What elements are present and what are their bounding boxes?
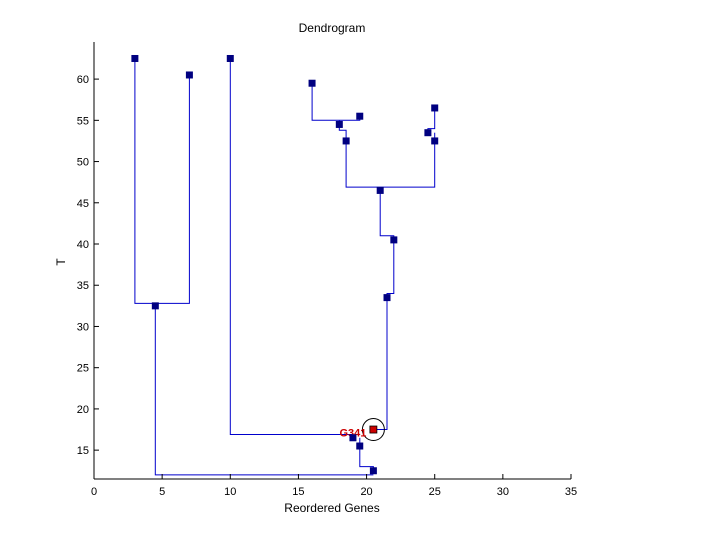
x-tick-label: 15	[292, 486, 304, 498]
dendrogram-link	[134, 58, 190, 304]
x-tick-label: 30	[497, 486, 509, 498]
axis-ticks: 0 5 10 15 20 25 30 35 15 20 25 30 35 40 45 50 55 60	[77, 74, 577, 498]
dendrogram-link	[379, 190, 395, 240]
y-tick-label: 30	[77, 321, 89, 333]
y-tick-label: 40	[77, 239, 89, 251]
x-axis-label: Reordered Genes	[284, 501, 379, 515]
dendrogram-link	[359, 446, 374, 471]
highlighted-node-marker[interactable]	[369, 425, 378, 434]
node-marker[interactable]	[356, 112, 364, 120]
axes	[93, 42, 571, 480]
dendrogram-link	[373, 297, 388, 430]
dendrogram-link	[345, 140, 436, 188]
node-marker[interactable]	[369, 467, 377, 475]
node-marker[interactable]	[151, 302, 159, 310]
node-marker[interactable]	[356, 442, 364, 450]
node-marker[interactable]	[226, 54, 234, 62]
node-marker[interactable]	[431, 104, 439, 112]
node-marker[interactable]	[131, 54, 139, 62]
y-tick-label: 15	[77, 445, 89, 457]
y-tick-label: 25	[77, 363, 89, 375]
y-tick-label: 55	[77, 115, 89, 127]
dendrogram-link	[427, 108, 436, 133]
node-marker[interactable]	[376, 186, 384, 194]
x-tick-label: 0	[91, 486, 97, 498]
x-tick-label: 5	[159, 486, 165, 498]
y-tick-label: 50	[77, 157, 89, 169]
node-marker[interactable]	[349, 434, 357, 442]
dendrogram-nodes: G341	[131, 54, 439, 475]
node-marker[interactable]	[185, 71, 193, 79]
node-marker[interactable]	[383, 294, 391, 302]
x-tick-label: 20	[360, 486, 372, 498]
dendrogram-link	[229, 58, 354, 438]
node-marker[interactable]	[335, 120, 343, 128]
highlight-ring	[361, 418, 385, 442]
y-tick-label: 20	[77, 404, 89, 416]
x-tick-label: 25	[429, 486, 441, 498]
y-tick-label: 35	[77, 280, 89, 292]
y-tick-label: 45	[77, 198, 89, 210]
node-marker[interactable]	[431, 137, 439, 145]
node-marker[interactable]	[308, 79, 316, 87]
dendrogram-link	[311, 83, 361, 121]
chart-title: Dendrogram	[299, 21, 366, 35]
node-marker[interactable]	[424, 129, 432, 137]
x-tick-label: 35	[565, 486, 577, 498]
node-marker[interactable]	[390, 236, 398, 244]
node-marker[interactable]	[342, 137, 350, 145]
y-axis-label: T	[54, 258, 68, 266]
dendrogram-links	[134, 58, 436, 476]
highlighted-node-label: G341	[339, 428, 366, 440]
y-tick-label: 60	[77, 74, 89, 86]
x-tick-label: 10	[224, 486, 236, 498]
dendrogram-link	[386, 239, 395, 298]
dendrogram-link	[154, 305, 374, 476]
